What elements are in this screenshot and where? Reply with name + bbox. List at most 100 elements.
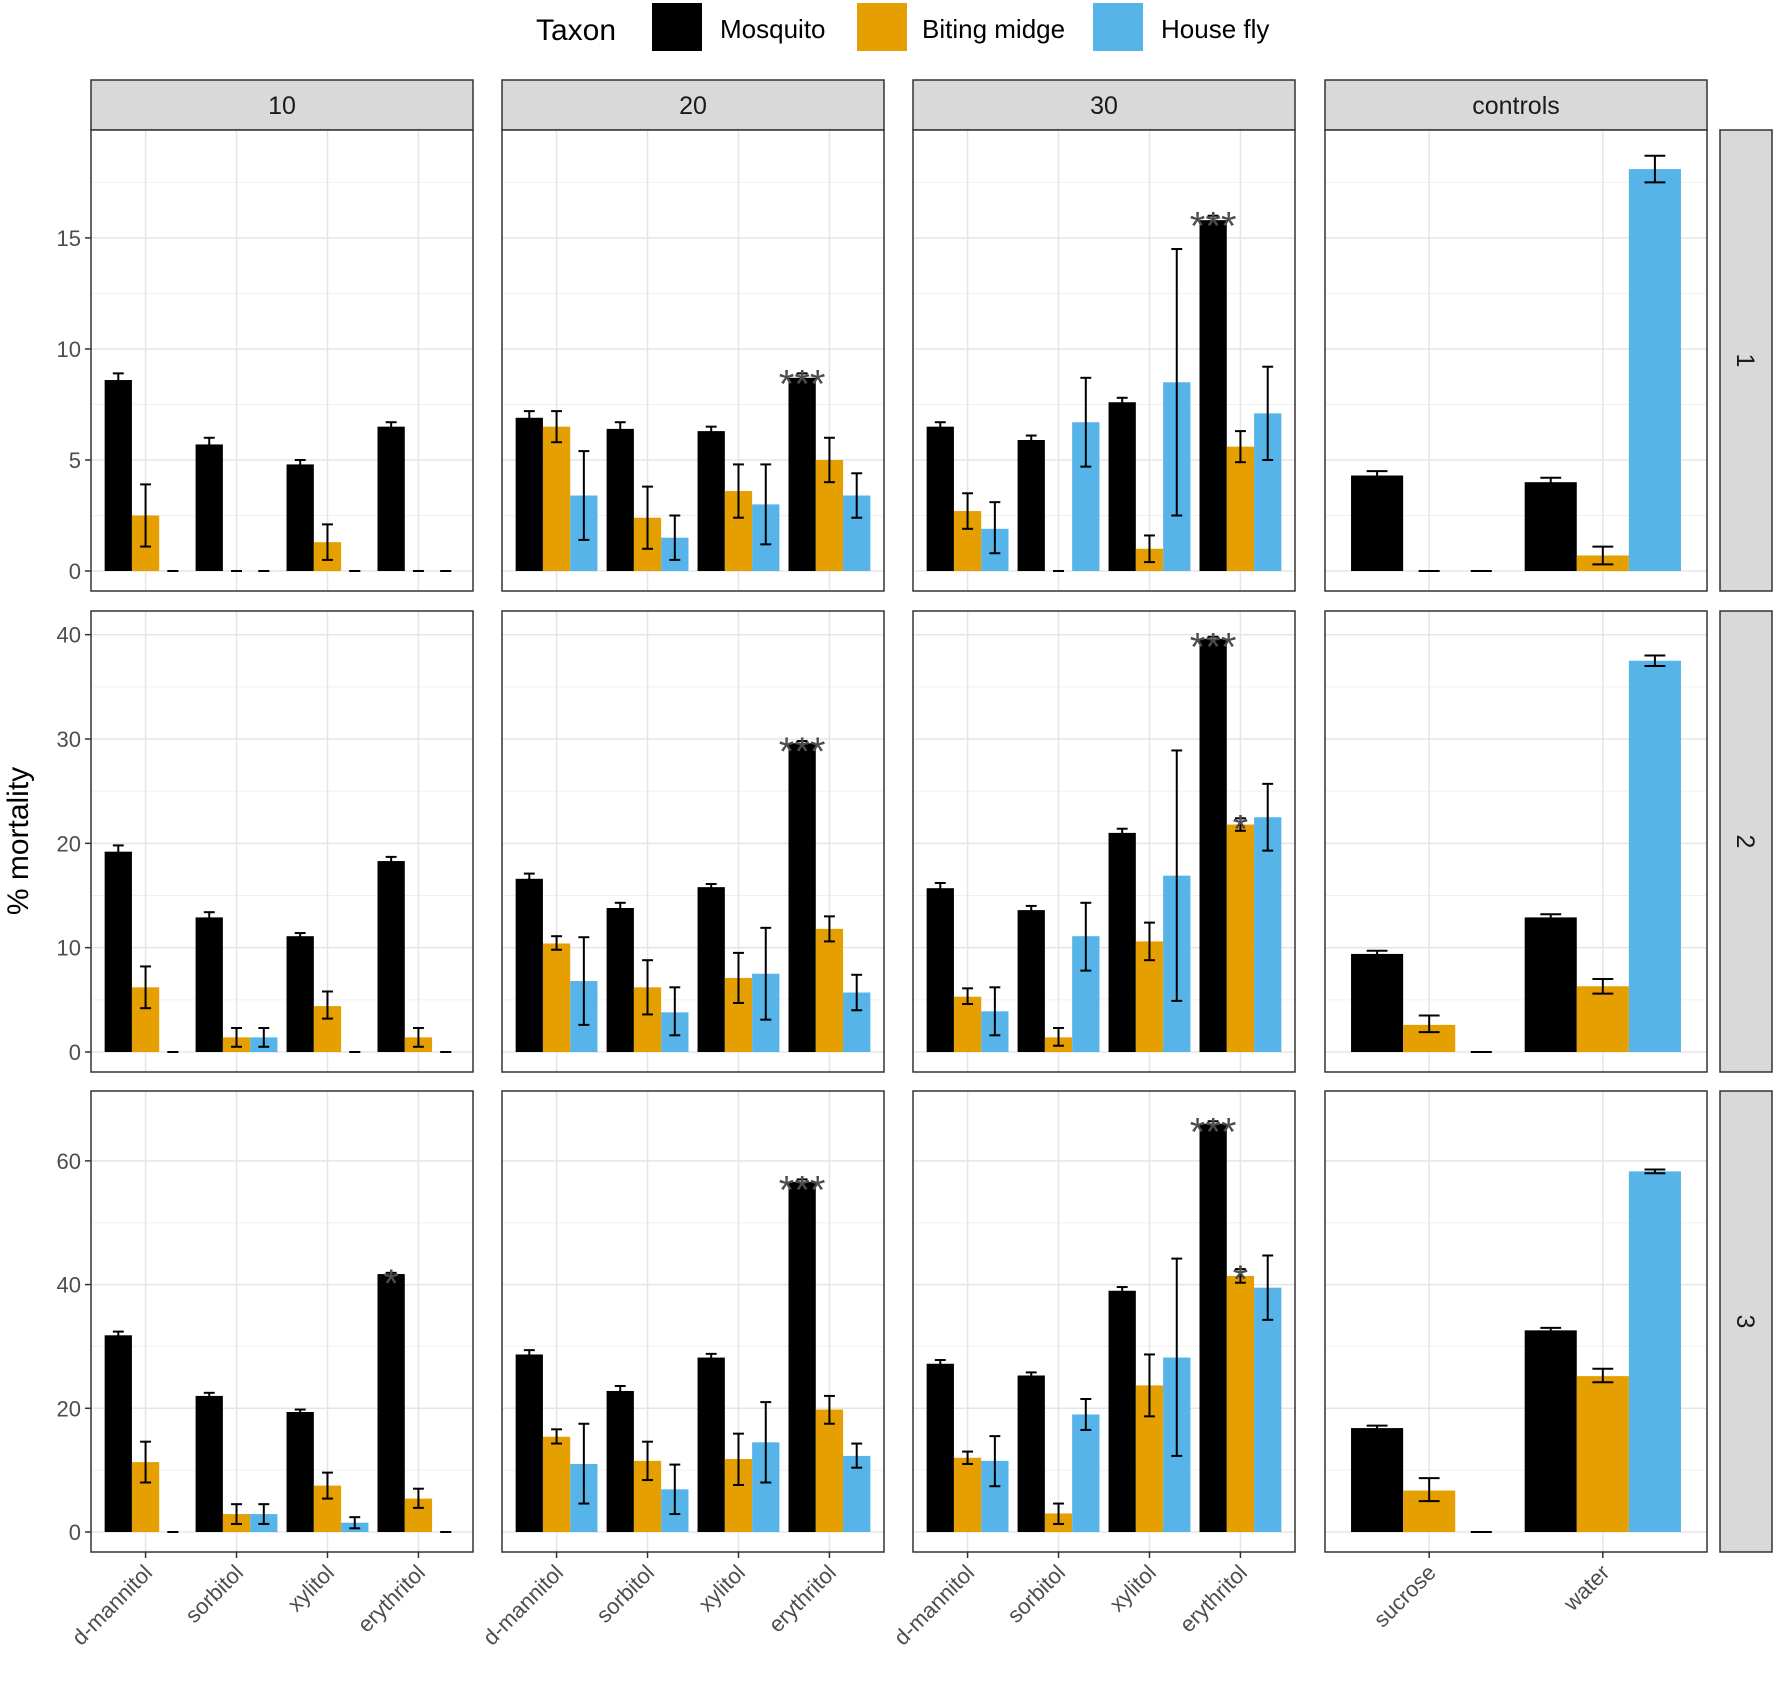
column-strip-0 [90,79,474,131]
panel-bg-0 [91,130,473,591]
x-tick-label-2-2: xylitol [1104,1560,1161,1617]
significance-label-2-0: *** [1190,205,1237,249]
bar-r1c2-d-mannitol-mosquito [926,888,954,1052]
bar-r0c1-erythritol-mosquito [788,377,816,571]
bar-r1c1-erythritol-mosquito [788,743,816,1052]
legend-label-1: Biting midge [922,14,1065,44]
bar-r2c0-erythritol-mosquito [377,1274,405,1532]
x-tick-label-1-1: sorbitol [591,1560,659,1628]
panel-border-10 [912,1090,1296,1553]
bar-r2c3-sucrose-mosquito [1351,1428,1404,1532]
bar-r0c1-d-mannitol-biting-midge [542,426,571,571]
y-tick-label-1-2: 20 [57,831,81,856]
bar-r1c2-erythritol-mosquito [1199,638,1227,1052]
x-tick-label-1-3: erythritol [764,1560,841,1637]
significance-label-6-1: * [1233,807,1249,851]
bar-r2c1-sorbitol-mosquito [606,1390,634,1532]
significance-label-10-1: * [1233,1258,1249,1302]
bar-r1c3-water-mosquito [1524,917,1577,1052]
legend-title: Taxon [536,14,616,47]
column-strip-label-2: 30 [1090,92,1118,120]
x-tick-label-3-1: water [1558,1560,1614,1616]
bar-r0c0-d-mannitol-mosquito [104,380,132,571]
y-tick-label-0-1: 5 [69,448,81,473]
row-strip-2 [1719,1090,1773,1553]
panel-border-0 [90,129,474,592]
legend-label-2: House fly [1161,14,1269,44]
x-tick-label-2-0: d-mannitol [889,1560,979,1650]
panel-border-4 [90,610,474,1073]
x-tick-label-0-3: erythritol [353,1560,430,1637]
bar-r1c2-sorbitol-mosquito [1017,910,1045,1052]
panel-border-5 [501,610,885,1073]
y-tick-label-2-0: 0 [69,1520,81,1545]
bar-r2c0-sorbitol-mosquito [195,1395,223,1532]
panel-border-6 [912,610,1296,1073]
y-tick-label-0-2: 10 [57,337,81,362]
bar-r2c3-water-house-fly [1628,1171,1681,1532]
bar-r1c0-xylitol-mosquito [286,936,314,1052]
x-tick-label-2-1: sorbitol [1002,1560,1070,1628]
legend-key-1 [857,3,907,51]
bar-r0c3-water-house-fly [1628,169,1681,572]
bar-r0c2-erythritol-mosquito [1199,220,1227,571]
bar-r0c0-erythritol-mosquito [377,426,405,571]
bar-r0c2-erythritol-biting-midge [1226,446,1255,571]
significance-label-10-0: *** [1190,1110,1237,1154]
x-tick-label-1-0: d-mannitol [478,1560,568,1650]
significance-label-1-0: *** [779,362,826,406]
bar-r1c1-d-mannitol-mosquito [515,878,543,1052]
bar-r2c2-erythritol-mosquito [1199,1123,1227,1532]
row-strip-1 [1719,610,1773,1073]
row-strip-0 [1719,129,1773,592]
legend-label-0: Mosquito [720,14,826,44]
bar-r2c0-d-mannitol-mosquito [104,1335,132,1532]
bar-r1c1-erythritol-biting-midge [815,928,844,1052]
y-tick-label-0-3: 15 [57,226,81,251]
bar-r1c3-water-biting-midge [1576,986,1629,1052]
column-strip-3 [1324,79,1708,131]
legend-key-2 [1093,3,1143,51]
bar-r2c2-erythritol-house-fly [1254,1287,1282,1532]
y-tick-label-1-3: 30 [57,727,81,752]
bar-r1c2-d-mannitol-biting-midge [953,996,982,1052]
row-strip-label-2: 3 [1731,1315,1759,1329]
x-tick-label-1-2: xylitol [693,1560,750,1617]
column-strip-label-0: 10 [268,92,296,120]
panel-border-3 [1324,129,1708,592]
y-axis-title: % mortality [2,767,35,915]
x-tick-label-0-1: sorbitol [180,1560,248,1628]
panel-border-9 [501,1090,885,1553]
bar-r2c2-sorbitol-house-fly [1072,1414,1100,1532]
y-tick-label-1-0: 0 [69,1040,81,1065]
column-strip-1 [501,79,885,131]
significance-label-8-0: * [383,1262,399,1306]
significance-label-9-0: *** [779,1168,826,1212]
column-strip-label-1: 20 [679,92,707,120]
panel-border-8 [90,1090,474,1553]
y-tick-label-1-1: 10 [57,936,81,961]
x-tick-label-0-2: xylitol [282,1560,339,1617]
bar-r2c2-sorbitol-mosquito [1017,1375,1045,1532]
panel-border-7 [1324,610,1708,1073]
bar-r2c1-d-mannitol-mosquito [515,1354,543,1532]
y-tick-label-0-0: 0 [69,559,81,584]
panel-border-2 [912,129,1296,592]
bar-r2c2-erythritol-biting-midge [1226,1275,1255,1532]
bar-r0c2-xylitol-mosquito [1108,402,1136,571]
y-tick-label-1-4: 40 [57,623,81,648]
x-tick-label-2-3: erythritol [1175,1560,1252,1637]
bar-r2c3-water-mosquito [1524,1330,1577,1532]
bar-r0c1-sorbitol-mosquito [606,428,634,571]
bar-r1c0-d-mannitol-mosquito [104,851,132,1052]
bar-r2c1-erythritol-biting-midge [815,1409,844,1532]
bar-r0c3-water-mosquito [1524,482,1577,571]
bar-r2c1-xylitol-mosquito [697,1357,725,1532]
bar-r2c2-xylitol-mosquito [1108,1290,1136,1532]
significance-label-6-0: *** [1190,626,1237,670]
legend-key-0 [652,3,702,51]
bar-r1c2-erythritol-house-fly [1254,817,1282,1052]
bar-r0c2-d-mannitol-mosquito [926,426,954,571]
